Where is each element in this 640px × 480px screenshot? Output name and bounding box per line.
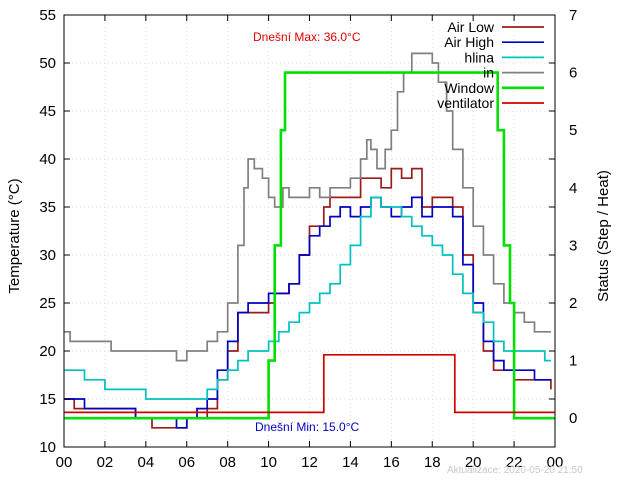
y2-tick-label: 7	[569, 7, 577, 24]
x-axis: 00 02 04 06 08 10 12 14 16 18 20 22 00	[56, 15, 564, 471]
y-tick-label: 20	[39, 343, 56, 360]
y-tick-label: 40	[39, 151, 56, 168]
x-tick-label: 22	[506, 454, 523, 471]
x-tick-label: 16	[383, 454, 400, 471]
x-tick-label: 20	[465, 454, 482, 471]
y2-tick-label: 4	[569, 180, 577, 197]
y2-tick-label: 2	[569, 295, 577, 312]
y-tick-label: 10	[39, 439, 56, 456]
series-line-ventilator	[64, 353, 555, 414]
y2-axis-title: Status (Step / Heat)	[595, 170, 612, 302]
y2-tick-label: 3	[569, 237, 577, 254]
y-tick-label: 30	[39, 247, 56, 264]
y-tick-label: 55	[39, 7, 56, 24]
y2-tick-label: 5	[569, 122, 577, 139]
legend-label-air-high: Air High	[444, 34, 494, 50]
legend-label-hlina: hlina	[464, 49, 494, 65]
y-axis-right: 0 1 2 3 4 5 6 7	[569, 7, 577, 427]
series-line-in	[64, 52, 551, 362]
x-tick-label: 12	[301, 454, 318, 471]
y2-tick-label: 0	[569, 410, 577, 427]
series-line-window	[64, 71, 555, 420]
x-tick-label: 00	[56, 454, 73, 471]
y-tick-label: 25	[39, 295, 56, 312]
x-tick-label: 00	[547, 454, 564, 471]
min-temperature-label: Dnešní Min: 15.0°C	[255, 420, 360, 434]
y2-tick-label: 1	[569, 353, 577, 370]
legend-label-in: in	[483, 65, 494, 81]
x-tick-label: 02	[97, 454, 114, 471]
x-tick-label: 10	[260, 454, 277, 471]
y-tick-label: 45	[39, 103, 56, 120]
y-axis-title: Temperature (°C)	[6, 178, 23, 293]
y-tick-label: 15	[39, 391, 56, 408]
series-line-hlina	[64, 196, 551, 400]
x-tick-label: 04	[137, 454, 154, 471]
x-tick-label: 08	[219, 454, 236, 471]
legend-label-ventilator: ventilator	[437, 95, 494, 111]
y-tick-label: 35	[39, 199, 56, 216]
legend-label-air-low: Air Low	[447, 19, 495, 35]
x-tick-label: 14	[342, 454, 359, 471]
series-layer	[64, 52, 555, 429]
updated-timestamp: Aktualizace: 2020-05-20 21:50	[447, 465, 583, 476]
y-tick-label: 50	[39, 55, 56, 72]
series-line-air-high	[64, 196, 551, 429]
y2-tick-label: 6	[569, 65, 577, 82]
legend-label-window: Window	[444, 80, 495, 96]
x-tick-label: 18	[424, 454, 441, 471]
x-tick-label: 06	[178, 454, 195, 471]
y-axis-left: 10 15 20 25 30 35 40 45 50 55	[39, 7, 555, 456]
max-temperature-label: Dnešní Max: 36.0°C	[253, 30, 361, 44]
